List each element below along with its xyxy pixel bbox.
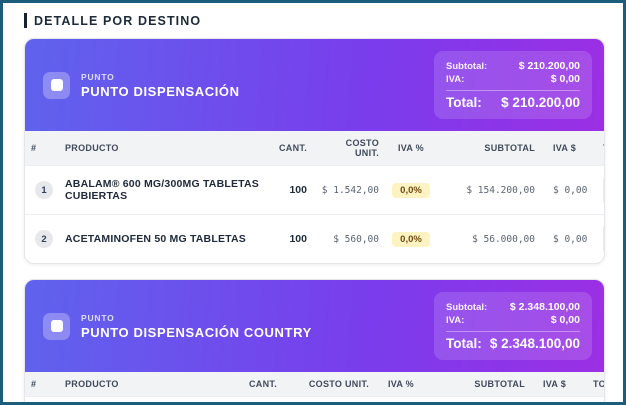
- summary-box: Subtotal: $ 2.348.100,00 IVA: $ 0,00 Tot…: [434, 292, 592, 360]
- destination-identity: PUNTO PUNTO DISPENSACIÓN COUNTRY: [43, 312, 312, 340]
- row-number-badge: 1: [35, 181, 53, 199]
- row-total-badge: $ 56.000,00: [603, 223, 604, 255]
- summary-divider: [446, 90, 580, 91]
- table-header-row: # PRODUCTO CANT. COSTO UNIT. IVA % SUBTO…: [25, 372, 604, 397]
- iva-value: $ 0,00: [550, 73, 580, 85]
- summary-subtotal-row: Subtotal: $ 2.348.100,00: [446, 301, 580, 313]
- total-value: $ 210.200,00: [501, 95, 580, 110]
- header-num: #: [25, 372, 59, 397]
- total-value: $ 2.348.100,00: [489, 336, 580, 351]
- row-number-badge: 2: [35, 230, 53, 248]
- header-costo: COSTO UNIT.: [283, 372, 375, 397]
- summary-box: Subtotal: $ 210.200,00 IVA: $ 0,00 Total…: [434, 51, 592, 119]
- unit-cost-value: $ 1.542,00: [321, 184, 379, 196]
- iva-pct-badge: 0,0%: [392, 231, 430, 247]
- header-total: TOTAL: [587, 372, 604, 397]
- iva-pct-badge: 0,0%: [392, 182, 430, 198]
- subtotal-value: $ 56.000,00: [472, 233, 535, 245]
- destination-identity: PUNTO PUNTO DISPENSACIÓN: [43, 71, 240, 99]
- destination-type-label: PUNTO: [81, 312, 115, 323]
- summary-total-row: Total: $ 2.348.100,00: [446, 336, 580, 351]
- subtotal-value: $ 210.200,00: [518, 60, 580, 72]
- header-iva-val: IVA $: [541, 131, 597, 166]
- table-header-row: # PRODUCTO CANT. COSTO UNIT. IVA % SUBTO…: [25, 131, 604, 166]
- title-accent-bar: [24, 13, 27, 28]
- iva-amount-value: $ 0,00: [553, 233, 588, 245]
- summary-divider: [446, 331, 580, 332]
- header-subtotal: SUBTOTAL: [427, 372, 531, 397]
- iva-label: IVA:: [446, 315, 465, 326]
- section-heading: DETALLE POR DESTINO: [24, 13, 605, 28]
- destination-icon: [43, 312, 70, 340]
- table-row: 1 ABALAM® 600 MG/300MG TABLETAS CUBIERTA…: [25, 165, 604, 215]
- row-total-badge: $ 154.200,00: [603, 174, 604, 206]
- table-row: 2 ACETAMINOFEN 50 MG TABLETAS 100 $ 560,…: [25, 214, 604, 263]
- iva-value: $ 0,00: [550, 314, 580, 326]
- card-header: PUNTO PUNTO DISPENSACIÓN Subtotal: $ 210…: [25, 39, 604, 131]
- subtotal-label: Subtotal:: [446, 302, 488, 313]
- header-total: TOTAL: [597, 131, 604, 166]
- page-title: DETALLE POR DESTINO: [34, 13, 202, 28]
- header-num: #: [25, 131, 59, 166]
- iva-label: IVA:: [446, 74, 465, 85]
- quantity-value: 100: [289, 233, 307, 245]
- destination-card-punto-dispensacion-country: PUNTO PUNTO DISPENSACIÓN COUNTRY Subtota…: [24, 279, 605, 402]
- total-label: Total:: [446, 336, 482, 351]
- header-subtotal: SUBTOTAL: [437, 131, 541, 166]
- destination-type-label: PUNTO: [81, 71, 115, 82]
- header-iva-pct: IVA %: [385, 131, 437, 166]
- header-producto: PRODUCTO: [59, 372, 237, 397]
- subtotal-value: $ 154.200,00: [466, 184, 535, 196]
- destination-icon: [43, 71, 70, 99]
- products-table: # PRODUCTO CANT. COSTO UNIT. IVA % SUBTO…: [25, 372, 604, 402]
- products-table: # PRODUCTO CANT. COSTO UNIT. IVA % SUBTO…: [25, 131, 604, 263]
- summary-iva-row: IVA: $ 0,00: [446, 314, 580, 326]
- iva-amount-value: $ 0,00: [553, 184, 588, 196]
- header-cant: CANT.: [267, 131, 313, 166]
- product-name: ACETAMINOFEN 50 MG TABLETAS: [65, 233, 246, 245]
- square-glyph-icon: [50, 79, 63, 91]
- destination-name: PUNTO DISPENSACIÓN: [81, 83, 240, 99]
- product-name: ABALAM® 600 MG/300MG TABLETAS CUBIERTAS: [65, 178, 260, 202]
- header-costo: COSTO UNIT.: [313, 131, 385, 166]
- summary-iva-row: IVA: $ 0,00: [446, 73, 580, 85]
- unit-cost-value: $ 560,00: [333, 233, 379, 245]
- header-iva-pct: IVA %: [375, 372, 427, 397]
- destination-name: PUNTO DISPENSACIÓN COUNTRY: [81, 324, 312, 340]
- summary-subtotal-row: Subtotal: $ 210.200,00: [446, 60, 580, 72]
- subtotal-label: Subtotal:: [446, 61, 488, 72]
- header-cant: CANT.: [237, 372, 283, 397]
- table-row: 1 ACETAMINOFEN 50 MG TABLETAS 35 $ 560,0…: [25, 396, 604, 402]
- card-header: PUNTO PUNTO DISPENSACIÓN COUNTRY Subtota…: [25, 280, 604, 372]
- square-glyph-icon: [50, 320, 63, 332]
- header-iva-val: IVA $: [531, 372, 587, 397]
- summary-total-row: Total: $ 210.200,00: [446, 95, 580, 110]
- header-producto: PRODUCTO: [59, 131, 267, 166]
- subtotal-value: $ 2.348.100,00: [509, 301, 580, 313]
- destination-card-punto-dispensacion: PUNTO PUNTO DISPENSACIÓN Subtotal: $ 210…: [24, 38, 605, 264]
- total-label: Total:: [446, 95, 482, 110]
- quantity-value: 100: [289, 184, 307, 196]
